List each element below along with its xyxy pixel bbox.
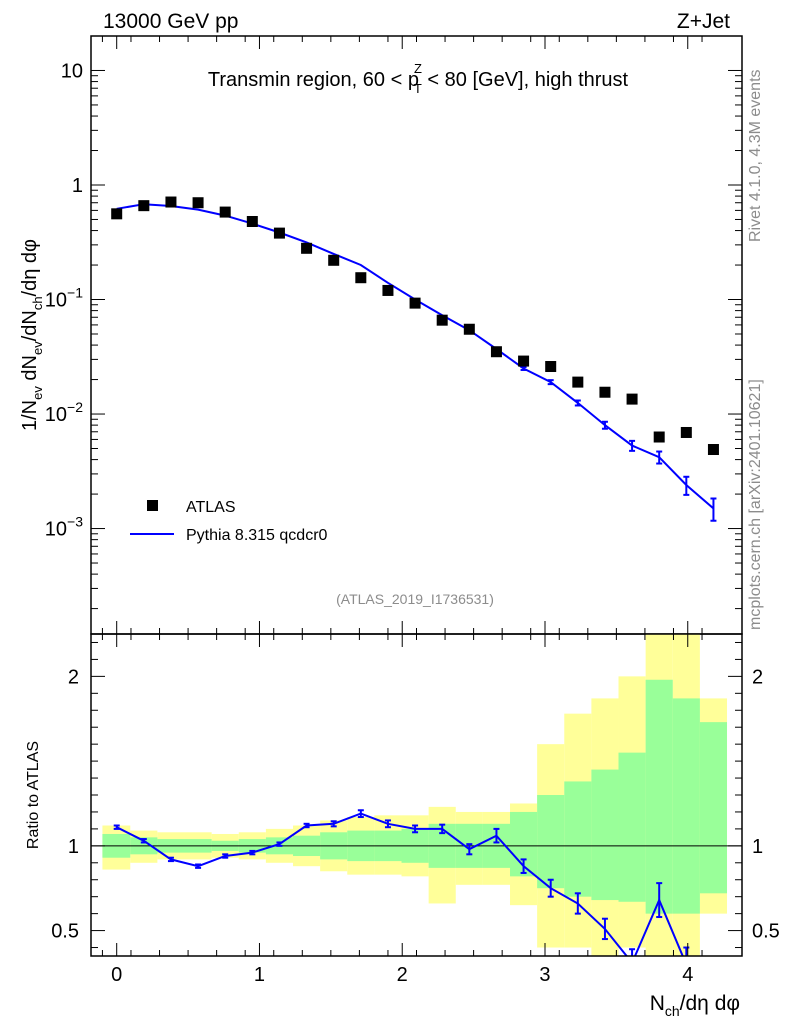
- ytick-exp: −1: [67, 285, 83, 301]
- atlas-point: [545, 361, 557, 373]
- ratio-band-green: [645, 679, 673, 914]
- atlas-point: [192, 197, 204, 209]
- ytick-base: 10: [45, 290, 67, 312]
- main-title: Transmin region, 60 < pZ T < 80 [GeV], hi…: [208, 61, 629, 96]
- main-ytick-label: 10−1: [45, 285, 83, 312]
- ratio-band-green: [672, 698, 700, 914]
- side-label-top: Rivet 4.1.0, 4.3M events: [747, 69, 764, 242]
- ratio-ytick-label: 1: [68, 836, 79, 858]
- atlas-point: [409, 297, 421, 309]
- ylabel-d: /dη dφ: [19, 239, 41, 296]
- ylabel-b: dN: [19, 355, 41, 386]
- legend-label-pythia: Pythia 8.315 qcdcr0: [186, 527, 328, 544]
- legend: ATLAS Pythia 8.315 qcdcr0: [130, 499, 328, 544]
- title-post: < 80 [GeV], high thrust: [422, 69, 629, 91]
- atlas-point: [680, 426, 692, 438]
- watermark: (ATLAS_2019_I1736531): [336, 591, 494, 607]
- header-right: Z+Jet: [677, 10, 730, 33]
- title-sub: T: [414, 81, 422, 96]
- atlas-point: [246, 215, 258, 227]
- main-panel: Transmin region, 60 < pZ T < 80 [GeV], hi…: [19, 35, 743, 635]
- atlas-point: [355, 272, 367, 284]
- title-pre: Transmin region, 60 < p: [208, 69, 419, 91]
- ratio-line: [116, 812, 684, 956]
- atlas-point: [626, 393, 638, 405]
- atlas-point: [219, 206, 231, 218]
- ratio-xtick-label: 4: [682, 964, 693, 986]
- ratio-ytick-label-right: 2: [752, 666, 763, 688]
- atlas-point: [572, 376, 584, 388]
- legend-label-atlas: ATLAS: [186, 499, 236, 516]
- pythia-line: [116, 203, 715, 510]
- ratio-xlabel: Nch/dη dφ: [650, 992, 740, 1019]
- ratio-ylabel: Ratio to ATLAS: [25, 741, 42, 849]
- atlas-point: [599, 386, 611, 398]
- ratio-panel: 0.5 0.5 1 1 2 2 0 1 2 3 4 Ratio to ATLAS Nch/dη dφ: [25, 633, 780, 1019]
- atlas-point: [490, 346, 502, 358]
- ratio-content: [91, 634, 742, 956]
- ratio-ytick-label-right: 0.5: [752, 921, 780, 943]
- side-label-bottom: mcplots.cern.ch [arXiv:2401.10621]: [747, 379, 764, 630]
- xlabel-a-sub: ch: [665, 1003, 680, 1019]
- header-left: 13000 GeV pp: [103, 10, 238, 33]
- main-ytick-label: 1: [72, 175, 83, 197]
- ratio-xtick-label: 1: [254, 964, 265, 986]
- main-ytick-label: 10−2: [45, 399, 83, 426]
- ratio-ytick-label: 2: [68, 666, 79, 688]
- atlas-point: [328, 254, 340, 266]
- atlas-point: [707, 444, 719, 456]
- main-content: [111, 196, 719, 522]
- atlas-point: [518, 355, 530, 367]
- atlas-point: [382, 284, 394, 296]
- ylabel-b-sub: ev: [30, 341, 45, 355]
- ylabel-c-sub: ch: [30, 296, 45, 310]
- ratio-xtick-label: 2: [397, 964, 408, 986]
- ratio-band-green: [537, 795, 565, 889]
- title-sup: Z: [414, 61, 422, 76]
- atlas-point: [653, 431, 665, 443]
- main-frame: [90, 35, 743, 635]
- atlas-point: [463, 323, 475, 335]
- ratio-ytick-label-right: 1: [752, 836, 763, 858]
- ratio-xtick-label: 0: [111, 964, 122, 986]
- atlas-point: [301, 242, 313, 254]
- ratio-ytick-label: 0.5: [51, 921, 79, 943]
- xlabel-a: N: [650, 992, 665, 1015]
- ylabel-a: 1/N: [19, 400, 41, 431]
- ylabel-a-sub: ev: [30, 386, 45, 400]
- ratio-band-green: [618, 752, 646, 902]
- main-ytick-label: 10: [61, 60, 83, 82]
- atlas-point: [111, 208, 123, 220]
- atlas-point: [165, 196, 177, 208]
- main-ylabel: 1/Nev dNev/dNch/dη dφ: [19, 239, 45, 431]
- ratio-band-green: [591, 769, 619, 901]
- ytick-base: 10: [45, 519, 67, 541]
- atlas-point: [138, 200, 150, 212]
- ratio-band-green: [564, 781, 592, 897]
- ytick-exp: −3: [67, 514, 83, 530]
- ratio-band-green: [699, 722, 728, 894]
- ytick-exp: −2: [67, 399, 83, 415]
- atlas-point: [273, 227, 285, 239]
- main-ytick-label: 10−3: [45, 514, 83, 541]
- ratio-axes: 0.5 0.5 1 1 2 2 0 1 2 3 4: [51, 633, 780, 986]
- ratio-xtick-label: 3: [539, 964, 550, 986]
- ylabel-c: /dN: [19, 310, 41, 341]
- atlas-point: [436, 314, 448, 326]
- xlabel-b: /dη dφ: [680, 992, 740, 1015]
- legend-marker-atlas: [147, 500, 158, 511]
- ytick-base: 10: [45, 404, 67, 426]
